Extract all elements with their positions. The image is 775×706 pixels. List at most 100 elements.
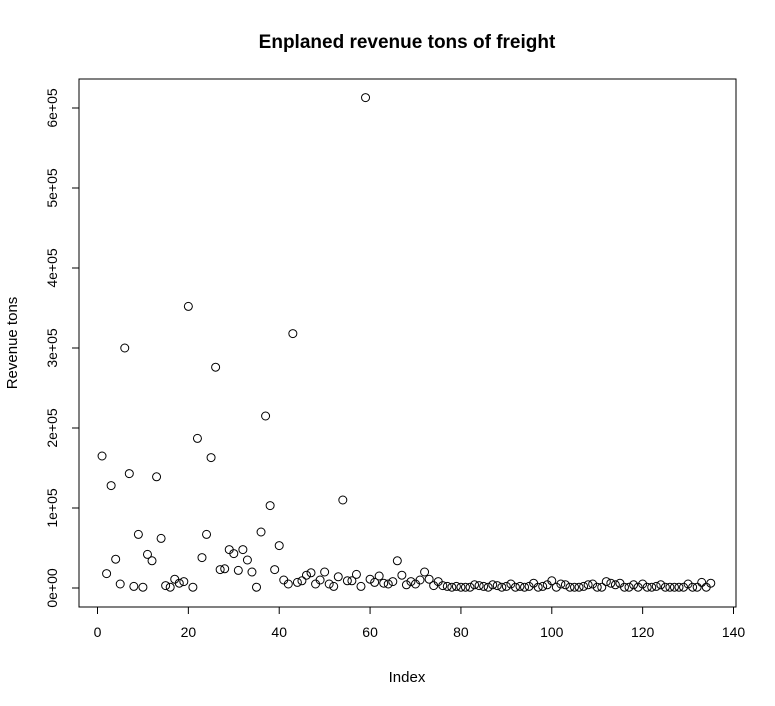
data-point <box>706 578 716 588</box>
data-point <box>660 582 670 592</box>
data-point <box>161 581 171 591</box>
data-point <box>674 582 684 592</box>
data-point <box>547 576 557 586</box>
data-point <box>229 549 239 559</box>
data-point <box>619 582 629 592</box>
data-point <box>192 433 202 443</box>
data-point <box>501 581 511 591</box>
data-point <box>183 301 193 311</box>
data-point <box>156 533 166 543</box>
data-point <box>301 570 311 580</box>
data-point <box>370 577 380 587</box>
data-point <box>401 580 411 590</box>
data-point <box>356 581 366 591</box>
data-point <box>242 555 252 565</box>
chart-title: Enplaned revenue tons of freight <box>259 32 556 53</box>
data-point <box>397 570 407 580</box>
x-tick-label: 140 <box>722 624 746 640</box>
data-point <box>179 577 189 587</box>
data-point <box>361 93 371 103</box>
data-point <box>579 581 589 591</box>
data-point <box>483 582 493 592</box>
data-point <box>133 529 143 539</box>
data-point <box>297 576 307 586</box>
data-point <box>560 580 570 590</box>
data-point <box>679 582 689 592</box>
y-tick-label: 6e+05 <box>44 88 60 128</box>
data-point <box>288 329 298 339</box>
y-axis: 0e+00 1e+05 2e+05 3e+05 4e+05 5e+05 6e+05 <box>44 88 80 608</box>
data-point <box>651 581 661 591</box>
data-point <box>647 582 657 592</box>
data-point <box>374 571 384 581</box>
data-point <box>102 569 112 579</box>
data-point <box>252 582 261 592</box>
data-point <box>551 582 561 592</box>
data-point <box>388 577 398 587</box>
data-point <box>606 578 616 588</box>
x-tick-label: 0 <box>94 624 102 640</box>
data-point <box>233 565 243 575</box>
data-point <box>447 582 457 592</box>
data-point <box>583 580 593 590</box>
data-point <box>315 575 325 585</box>
data-points <box>97 93 716 592</box>
plot-frame <box>78 78 737 608</box>
data-point <box>524 581 534 591</box>
data-point <box>438 581 448 591</box>
data-point <box>460 582 470 592</box>
y-tick-label: 3e+05 <box>44 328 60 368</box>
data-point <box>256 527 266 537</box>
data-point <box>406 577 416 587</box>
data-point <box>147 556 157 566</box>
x-tick-label: 40 <box>271 624 287 640</box>
data-point <box>202 529 212 539</box>
data-point <box>665 582 675 592</box>
data-point <box>211 362 221 372</box>
data-point <box>261 411 271 421</box>
data-point <box>633 582 643 592</box>
data-point <box>538 581 548 591</box>
data-point <box>333 572 343 582</box>
data-point <box>152 472 162 482</box>
data-point <box>329 581 339 591</box>
data-point <box>597 582 607 592</box>
data-point <box>115 579 125 589</box>
data-point <box>492 581 502 591</box>
data-point <box>392 556 402 566</box>
data-point <box>565 582 575 592</box>
data-point <box>247 567 257 577</box>
y-axis-title: Revenue tons <box>4 297 21 390</box>
data-point <box>488 580 498 590</box>
data-point <box>342 576 352 586</box>
data-point <box>106 481 116 491</box>
data-point <box>470 580 480 590</box>
data-point <box>111 554 121 564</box>
data-point <box>120 343 130 353</box>
data-point <box>383 579 393 589</box>
data-point <box>306 568 316 578</box>
data-point <box>451 581 461 591</box>
data-point <box>338 495 348 505</box>
data-point <box>265 501 275 511</box>
data-point <box>683 579 693 589</box>
data-point <box>274 541 284 551</box>
data-point <box>129 581 139 591</box>
data-point <box>588 579 598 589</box>
data-point <box>351 569 361 579</box>
data-point <box>424 574 434 584</box>
y-tick-label: 2e+05 <box>44 408 60 448</box>
data-point <box>138 582 148 592</box>
data-point <box>420 567 430 577</box>
data-point <box>238 545 248 555</box>
data-point <box>479 581 489 591</box>
data-point <box>515 581 525 591</box>
x-axis: 0 20 40 60 80 100 120 140 <box>94 606 746 640</box>
data-point <box>206 453 216 463</box>
data-point <box>642 582 652 592</box>
y-tick-label: 5e+05 <box>44 168 60 208</box>
data-point <box>165 582 175 592</box>
data-point <box>215 565 225 575</box>
data-point <box>520 582 530 592</box>
